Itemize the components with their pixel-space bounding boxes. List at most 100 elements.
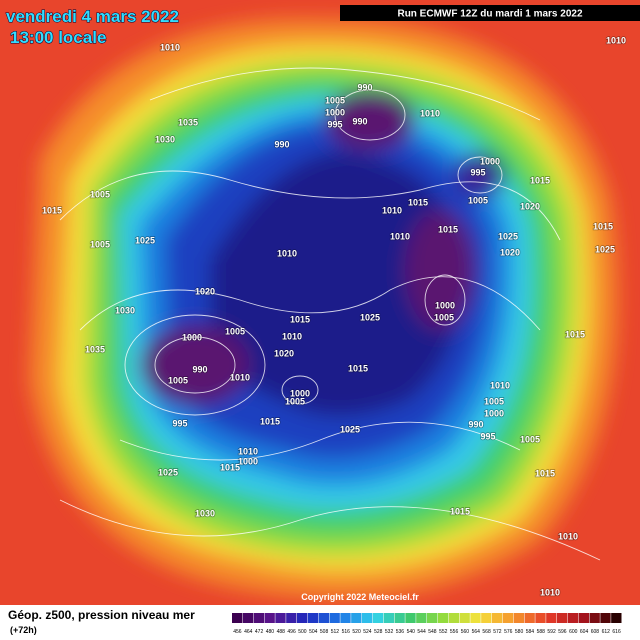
scale-swatch bbox=[351, 613, 362, 623]
scale-label: 500 bbox=[298, 629, 307, 635]
scale-swatch bbox=[611, 613, 622, 623]
isobar-label: 1030 bbox=[155, 134, 175, 144]
isobar-label: 1015 bbox=[438, 224, 458, 234]
scale-swatch bbox=[437, 613, 449, 623]
isobar-label: 1010 bbox=[277, 248, 297, 258]
scale-swatch bbox=[578, 613, 589, 623]
map-date: vendredi 4 mars 2022 bbox=[6, 7, 179, 26]
isobar-label: 1010 bbox=[230, 372, 250, 382]
scale-swatch bbox=[297, 613, 308, 623]
isobar-label: 1005 bbox=[434, 312, 454, 322]
scale-label: 528 bbox=[374, 629, 383, 635]
scale-label: 556 bbox=[450, 629, 459, 635]
scale-swatch bbox=[286, 613, 297, 623]
isobar-label: 1035 bbox=[85, 344, 105, 354]
color-scale: 456 464 472 480 488 496 500 504 508 512 516 520 524 5… bbox=[232, 613, 622, 635]
scale-swatch bbox=[307, 613, 319, 623]
isobar-label: 990 bbox=[357, 82, 372, 92]
scale-swatch bbox=[383, 613, 394, 623]
scale-swatch bbox=[427, 613, 438, 623]
scale-swatch bbox=[264, 613, 275, 623]
scale-swatch bbox=[502, 613, 514, 623]
isobar-label: 1020 bbox=[274, 348, 294, 358]
isobar-label: 1010 bbox=[238, 446, 258, 456]
scale-label: 456 bbox=[233, 629, 242, 635]
isobar-label: 1010 bbox=[390, 231, 410, 241]
scale-label: 520 bbox=[352, 629, 361, 635]
scale-label: 548 bbox=[428, 629, 437, 635]
scale-label: 540 bbox=[407, 629, 416, 635]
scale-swatch bbox=[481, 613, 492, 623]
scale-swatch bbox=[589, 613, 600, 623]
isobar-label: 1000 bbox=[182, 332, 202, 342]
isobar-label: 1015 bbox=[530, 175, 550, 185]
isobar-contours bbox=[59, 67, 601, 561]
scale-swatch bbox=[459, 613, 470, 623]
scale-label: 608 bbox=[591, 629, 600, 635]
isobar-label: 1005 bbox=[468, 195, 488, 205]
scale-swatch bbox=[546, 613, 557, 623]
isobar-label: 1010 bbox=[160, 42, 180, 52]
lead-time: (+72h) bbox=[10, 625, 37, 635]
scale-label: 536 bbox=[396, 629, 405, 635]
isobar-label: 1000 bbox=[238, 456, 258, 466]
scale-label: 496 bbox=[287, 629, 296, 635]
scale-label: 560 bbox=[461, 629, 470, 635]
isobar-label: 1010 bbox=[282, 331, 302, 341]
isobar-label: 1025 bbox=[360, 312, 380, 322]
caption: Géop. z500, pression niveau mer bbox=[8, 608, 195, 622]
isobar-label: 1010 bbox=[540, 587, 560, 597]
isobar-label: 1025 bbox=[158, 467, 178, 477]
scale-swatch bbox=[372, 613, 384, 623]
isobar-label: 1005 bbox=[225, 326, 245, 336]
scale-swatch bbox=[362, 613, 373, 623]
scale-label: 464 bbox=[244, 629, 253, 635]
scale-label: 576 bbox=[504, 629, 513, 635]
map-time: 13:00 locale bbox=[10, 28, 106, 47]
isobar-label: 1005 bbox=[520, 434, 540, 444]
scale-label: 504 bbox=[309, 629, 318, 635]
isobar-label: 1015 bbox=[408, 197, 428, 207]
isobar-label: 1015 bbox=[535, 468, 555, 478]
run-box bbox=[340, 5, 640, 21]
isobar-label: 1000 bbox=[480, 156, 500, 166]
copyright: Copyright 2022 Meteociel.fr bbox=[301, 592, 419, 602]
isobar-label: 1025 bbox=[498, 231, 518, 241]
isobar-label: 1015 bbox=[220, 462, 240, 472]
isobar-label: 1010 bbox=[382, 205, 402, 215]
isobar-label: 1005 bbox=[325, 95, 345, 105]
isobar-label: 1015 bbox=[348, 363, 368, 373]
isobar-label: 1010 bbox=[490, 380, 510, 390]
isobar-label: 1015 bbox=[593, 221, 613, 231]
scale-label: 616 bbox=[612, 629, 621, 635]
isobar-label: 990 bbox=[274, 139, 289, 149]
isobar-label: 1025 bbox=[340, 424, 360, 434]
isobar-label: 990 bbox=[192, 364, 207, 374]
scale-label: 568 bbox=[482, 629, 491, 635]
scale-label: 512 bbox=[331, 629, 340, 635]
scale-swatch bbox=[329, 613, 340, 623]
scale-swatch bbox=[394, 613, 405, 623]
scale-swatch bbox=[232, 613, 243, 623]
scale-swatch bbox=[535, 613, 546, 623]
isobar-label: 1010 bbox=[558, 531, 578, 541]
run-info: Run ECMWF 12Z du mardi 1 mars 2022 bbox=[397, 9, 582, 20]
scale-label: 572 bbox=[493, 629, 502, 635]
scale-swatch bbox=[340, 613, 351, 623]
scale-swatch bbox=[567, 613, 579, 623]
scale-swatch bbox=[416, 613, 427, 623]
scale-swatch bbox=[405, 613, 416, 623]
scale-swatch bbox=[492, 613, 503, 623]
isobar-label: 1000 bbox=[290, 388, 310, 398]
isobar-label: 1015 bbox=[450, 506, 470, 516]
isobar-label: 990 bbox=[352, 116, 367, 126]
isobar-label: 1010 bbox=[420, 108, 440, 118]
isobar-label: 1020 bbox=[195, 286, 215, 296]
isobar-label: 1035 bbox=[178, 117, 198, 127]
scale-label: 488 bbox=[277, 629, 286, 635]
scale-label: 588 bbox=[537, 629, 546, 635]
isobar-label: 1010 bbox=[606, 35, 626, 45]
scale-label: 524 bbox=[363, 629, 372, 635]
scale-label: 604 bbox=[580, 629, 589, 635]
isobar-label: 990 bbox=[468, 419, 483, 429]
